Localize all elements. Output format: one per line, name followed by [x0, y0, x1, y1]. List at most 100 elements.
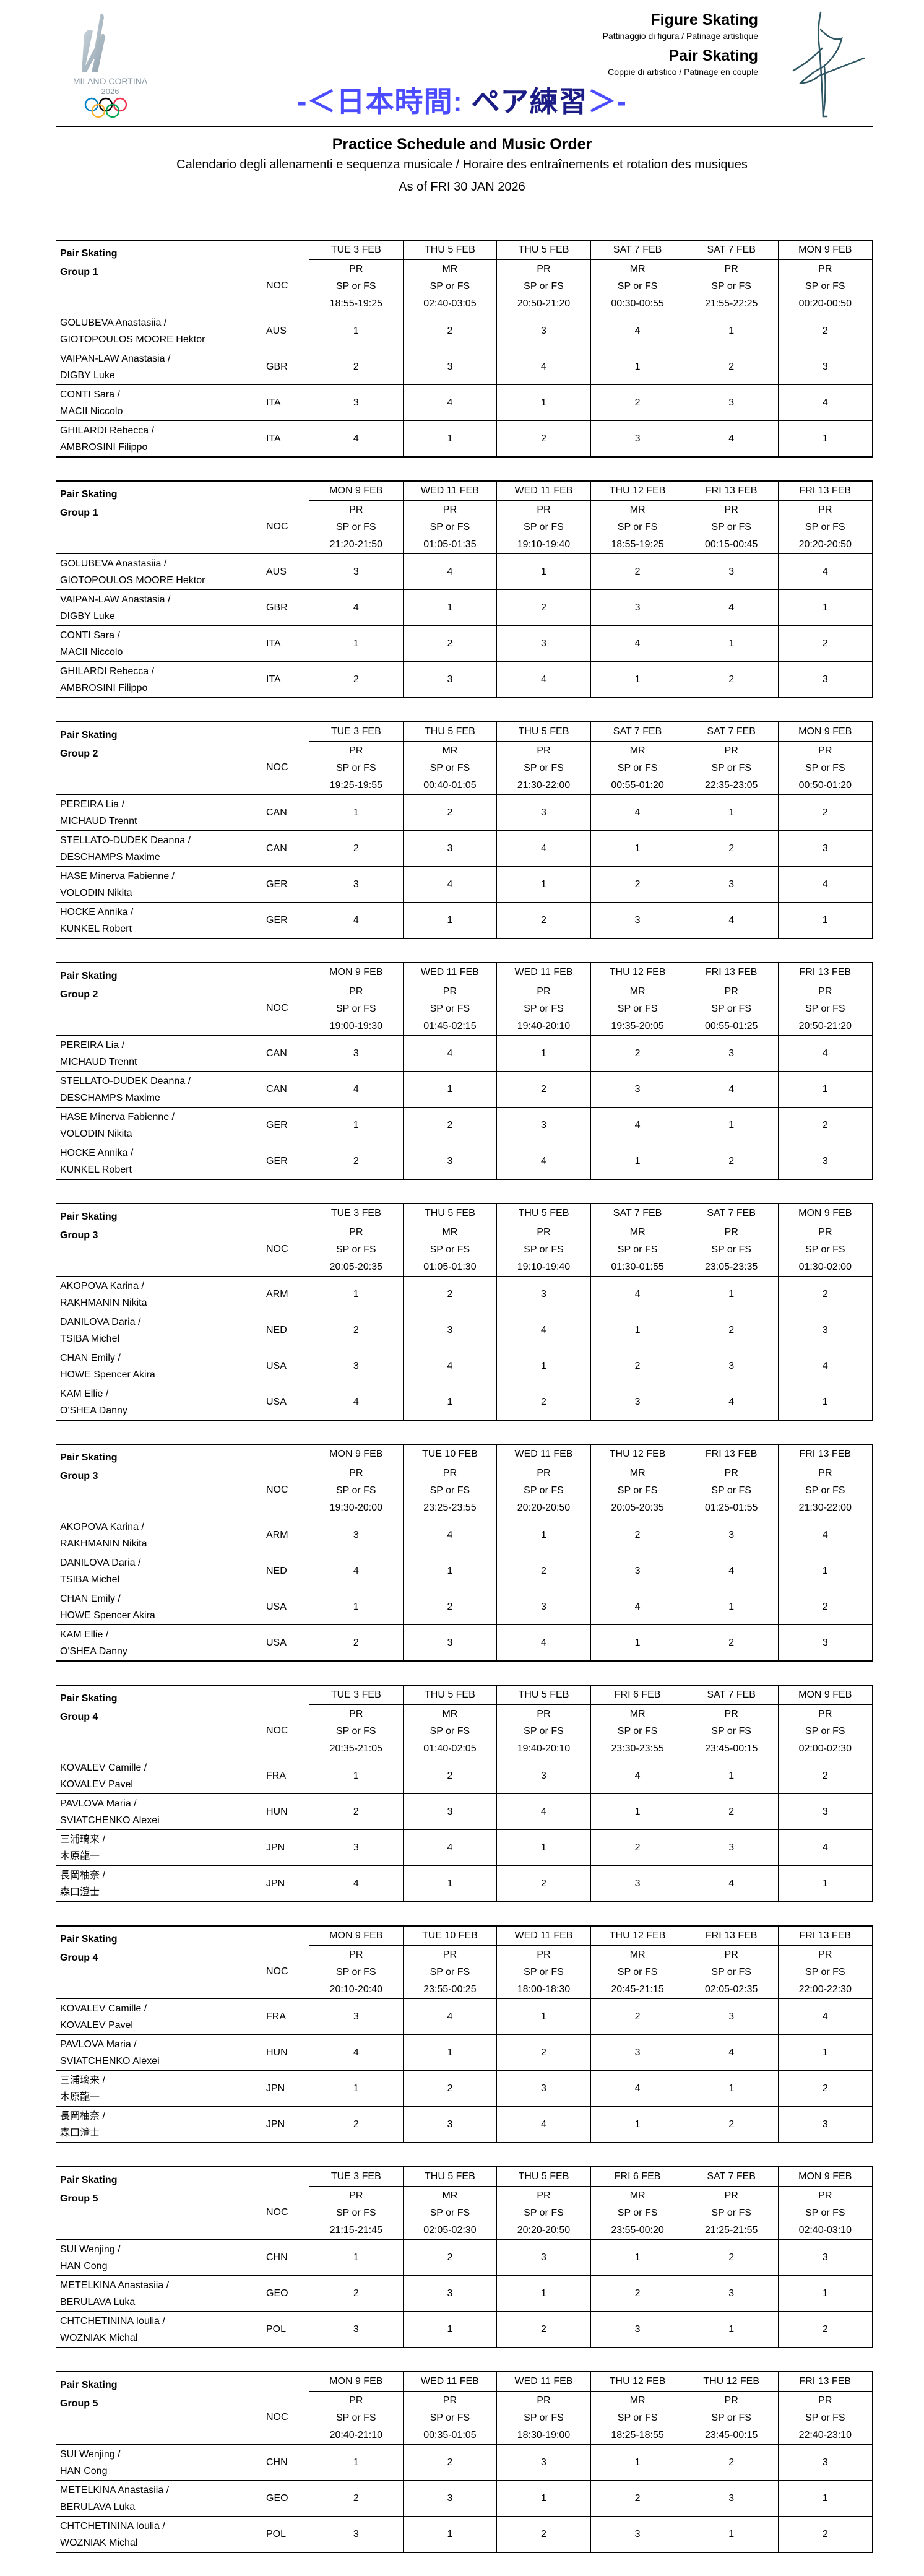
music-order: 1	[402, 420, 498, 458]
music-order: 1	[684, 2070, 779, 2107]
session-date: THU 5 FEB	[402, 721, 498, 742]
discipline-subtitle: Pattinaggio di figura / Patinage artisti…	[602, 31, 758, 41]
schedule-tables: Pair Skating Group 1 NOC TUE 3 FEB THU 5 FEB…	[56, 240, 873, 2576]
music-order: 3	[309, 2311, 404, 2348]
noc-code: ARM	[262, 1276, 309, 1312]
session-date: TUE 3 FEB	[309, 1685, 404, 1705]
noc-code: GBR	[262, 349, 309, 385]
pair-name: AKOPOVA Karina / RAKHMANIN Nikita	[56, 1517, 262, 1553]
table-row: PAVLOVA Maria / SVIATCHENKO Alexei HUN 2 3 4 1…	[56, 1793, 873, 1830]
session-type: PR	[443, 986, 457, 997]
music-order: 4	[590, 625, 685, 662]
header-row-dates: Pair Skating Group 2 NOC MON 9 FEB WED 11 FE…	[56, 962, 873, 1036]
session-segment: SP or FS	[335, 1725, 376, 1737]
session-type: PR	[818, 1226, 832, 1238]
session-time: 22:00-22:30	[798, 1984, 852, 1995]
session-time: 20:50-21:20	[798, 1020, 852, 1031]
session-segment: SP or FS	[524, 2207, 564, 2218]
session-info: MR SP or FS 20:05-20:35	[590, 1464, 685, 1517]
session-info: MR SP or FS 00:55-01:20	[590, 741, 685, 795]
music-order: 2	[777, 1758, 873, 1794]
session-info: MR SP or FS 23:55-00:20	[590, 2186, 685, 2240]
music-order: 3	[777, 2444, 873, 2481]
music-order: 1	[590, 1312, 685, 1348]
table-row: 三浦璃来 / 木原龍一 JPN 3 4 1 2 3 4	[56, 1829, 873, 1866]
event-subtitle: Coppie di artistico / Patinage en couple	[608, 67, 758, 77]
session-info: MR SP or FS 23:30-23:55	[590, 1704, 685, 1758]
session-time: 18:00-18:30	[517, 1984, 571, 1995]
noc-code: USA	[262, 1624, 309, 1662]
pair-name: STELLATO-DUDEK Deanna / DESCHAMPS Maxime	[56, 830, 262, 867]
session-time: 02:05-02:30	[423, 2224, 477, 2236]
session-segment: SP or FS	[711, 1966, 751, 1977]
session-segment: SP or FS	[524, 2412, 564, 2423]
table-row: 長岡柚奈 / 森口澄士 JPN 2 3 4 1 2 3	[56, 2106, 873, 2143]
noc-code: GEO	[262, 2275, 309, 2312]
session-info: MR SP or FS 02:05-02:30	[402, 2186, 498, 2240]
noc-code: CAN	[262, 794, 309, 831]
session-info: PR SP or FS 00:20-00:50	[777, 259, 873, 313]
music-order: 3	[496, 1758, 591, 1794]
skater-2: O'SHEA Danny	[60, 1405, 127, 1416]
music-order: 1	[590, 830, 685, 867]
event-label: Pair Skating	[60, 2175, 118, 2185]
session-type: PR	[349, 1467, 363, 1478]
session-time: 00:55-01:25	[704, 1020, 758, 1031]
noc-code: ITA	[262, 384, 309, 421]
header-row-dates: Pair Skating Group 4 NOC MON 9 FEB TUE 10 FE…	[56, 1925, 873, 1999]
schedule-table: Pair Skating Group 1 NOC TUE 3 FEB THU 5 FEB…	[56, 240, 873, 458]
noc-header: NOC	[262, 2371, 309, 2445]
session-time: 18:30-19:00	[517, 2429, 571, 2440]
session-info: PR SP or FS 22:40-23:10	[777, 2391, 873, 2445]
noc-code: FRA	[262, 1998, 309, 2035]
pair-name: CHTCHETININA Ioulia / WOZNIAK Michal	[56, 2311, 262, 2348]
music-order: 3	[777, 830, 873, 867]
session-date: THU 5 FEB	[402, 1203, 498, 1223]
music-order: 2	[684, 661, 779, 698]
session-info: MR SP or FS 02:40-03:05	[402, 259, 498, 313]
music-order: 3	[402, 661, 498, 698]
music-order: 3	[402, 2106, 498, 2143]
header-divider	[56, 126, 873, 127]
music-order: 3	[309, 866, 404, 903]
session-type: PR	[818, 1467, 832, 1478]
music-order: 3	[496, 1276, 591, 1312]
header-row-details: PR SP or FS 20:10-20:40 PR SP or FS 23:55-00:…	[56, 1945, 873, 1999]
pair-name: SUI Wenjing / HAN Cong	[56, 2239, 262, 2276]
music-order: 3	[777, 2239, 873, 2276]
session-info: PR SP or FS 21:30-22:00	[777, 1464, 873, 1517]
session-time: 19:30-20:00	[329, 1502, 382, 1513]
session-type: PR	[349, 504, 363, 515]
pair-name: CHTCHETININA Ioulia / WOZNIAK Michal	[56, 2516, 262, 2553]
pair-name: CHAN Emily / HOWE Spencer Akira	[56, 1589, 262, 1625]
noc-code: GEO	[262, 2480, 309, 2517]
pair-name: GHILARDI Rebecca / AMBROSINI Filippo	[56, 661, 262, 698]
header-row-details: PR SP or FS 21:20-21:50 PR SP or FS 01:05-01:…	[56, 500, 873, 554]
session-date: MON 9 FEB	[309, 962, 404, 982]
music-order: 2	[684, 1793, 779, 1830]
session-segment: SP or FS	[617, 1725, 658, 1737]
music-order: 3	[684, 2275, 779, 2312]
noc-code: NED	[262, 1312, 309, 1348]
session-info: PR SP or FS 18:00-18:30	[496, 1945, 591, 1999]
table-row: HASE Minerva Fabienne / VOLODIN Nikita GER…	[56, 1107, 873, 1143]
noc-code: NED	[262, 1553, 309, 1589]
skater-1: METELKINA Anastasiia /	[60, 2279, 170, 2291]
music-order: 4	[496, 661, 591, 698]
noc-header: NOC	[262, 1925, 309, 1999]
session-time: 19:40-20:10	[517, 1020, 571, 1031]
table-title-cell: Pair Skating Group 2	[56, 721, 262, 795]
music-order: 1	[309, 313, 404, 349]
pair-name: PAVLOVA Maria / SVIATCHENKO Alexei	[56, 2034, 262, 2071]
skater-2: TSIBA Michel	[60, 1333, 120, 1344]
header-row-details: PR SP or FS 19:30-20:00 PR SP or FS 23:25-23:…	[56, 1464, 873, 1517]
music-order: 1	[402, 2311, 498, 2348]
music-order: 2	[590, 1998, 685, 2035]
group-label: Group 3	[60, 1471, 98, 1481]
skater-1: PEREIRA Lia /	[60, 799, 125, 810]
session-time: 02:40-03:05	[423, 298, 477, 309]
skater-2: DIGBY Luke	[60, 610, 115, 622]
music-order: 4	[684, 1553, 779, 1589]
noc-code: JPN	[262, 2106, 309, 2143]
session-segment: SP or FS	[430, 1725, 470, 1737]
